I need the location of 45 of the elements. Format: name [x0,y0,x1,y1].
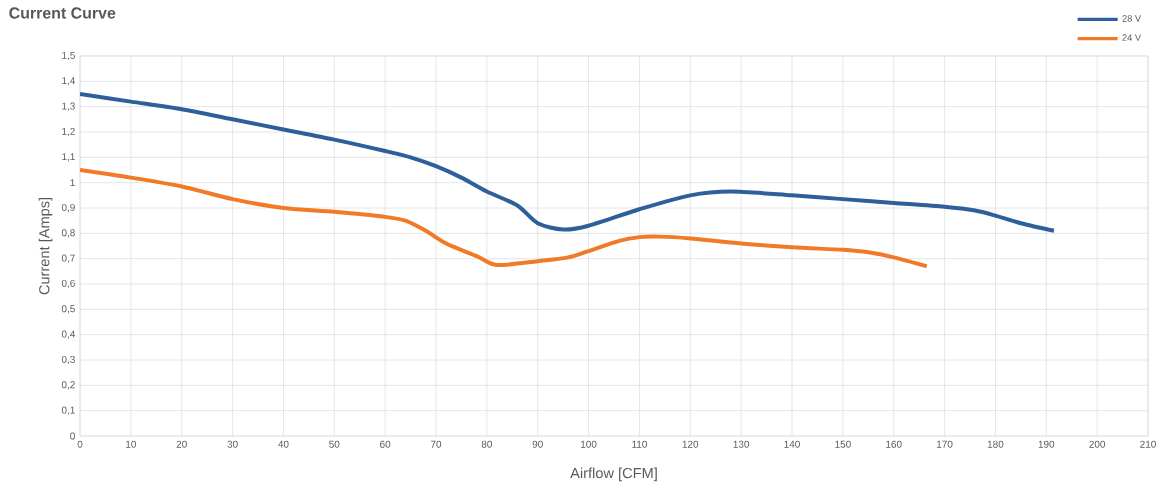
y-tick-label: 1,2 [62,127,75,137]
x-tick-label: 170 [937,440,953,448]
y-tick-label: 0,1 [61,406,75,415]
line-series [80,92,1056,233]
x-tick-label: 150 [835,440,851,448]
y-tick-label: 1,5 [62,51,75,61]
y-tick-label: 0,6 [61,279,75,289]
y-axis-title: Current [Amps] [38,197,53,295]
y-tick-label: 1,1 [62,153,75,162]
x-axis-title: Airflow [CFM] [570,467,657,482]
x-tick-label: 40 [278,440,289,448]
y-tick-label: 1 [70,179,75,187]
x-tick-label: 190 [1038,440,1055,448]
x-tick-label: 160 [886,440,902,448]
legend-label: 24 V [1122,34,1142,41]
x-tick-label: 30 [227,440,238,448]
x-tick-label: 100 [581,440,597,448]
y-tick-label: 1,3 [62,102,75,111]
y-tick-label: 0,7 [61,254,75,263]
x-tick-label: 20 [176,440,187,448]
x-tick-label: 120 [682,440,699,448]
x-tick-label: 90 [532,440,543,448]
y-tick-label: 0,8 [61,229,75,238]
x-tick-label: 10 [126,440,136,448]
x-tick-label: 110 [632,440,647,448]
x-tick-label: 60 [380,440,391,448]
y-tick-label: 0 [70,432,75,440]
x-tick-label: 0 [77,440,83,448]
x-tick-label: 140 [784,440,800,448]
y-tick-label: 0,4 [61,330,76,339]
y-tick-label: 0,3 [61,355,75,365]
y-tick-label: 0,2 [61,381,75,390]
chart-title: Current Curve [9,7,116,19]
x-tick-label: 80 [481,440,493,448]
y-tick-label: 0,9 [61,203,75,213]
x-tick-label: 70 [430,440,442,448]
legend-label: 28 V [1122,15,1142,22]
x-tick-label: 180 [987,440,1004,448]
y-tick-label: 0,5 [61,305,75,314]
line-series [80,168,929,269]
x-tick-label: 130 [733,440,750,448]
x-tick-label: 210 [1140,440,1156,448]
x-tick-label: 200 [1089,440,1106,448]
y-tick-label: 1,4 [62,77,76,86]
x-tick-label: 50 [329,440,340,448]
